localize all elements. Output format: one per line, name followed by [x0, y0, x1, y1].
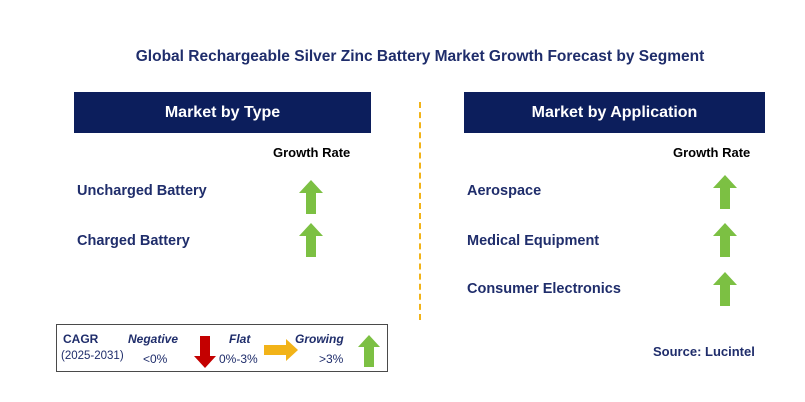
- legend-flat-value: 0%-3%: [219, 352, 258, 366]
- legend-growing-label: Growing: [295, 332, 344, 346]
- chart-title: Global Rechargeable Silver Zinc Battery …: [135, 48, 705, 65]
- growing-arrow-icon: [713, 175, 737, 209]
- legend-cagr-label: CAGR: [63, 332, 99, 346]
- legend-flat-label: Flat: [229, 332, 251, 346]
- growing-arrow-icon: [358, 335, 380, 367]
- growing-arrow-icon: [299, 223, 323, 257]
- segment-label-uncharged-battery: Uncharged Battery: [77, 183, 207, 199]
- negative-arrow-icon: [194, 336, 216, 368]
- growing-arrow-icon: [713, 223, 737, 257]
- segment-label-consumer-electronics: Consumer Electronics: [467, 281, 621, 297]
- segment-label-charged-battery: Charged Battery: [77, 233, 190, 249]
- source-note: Source: Lucintel: [653, 344, 755, 359]
- legend-growing-value: >3%: [319, 352, 344, 366]
- flat-arrow-icon: [264, 339, 298, 361]
- growth-rate-label-application: Growth Rate: [673, 145, 751, 160]
- legend-negative-value: <0%: [143, 352, 168, 366]
- market-by-type-header: Market by Type: [74, 92, 371, 133]
- legend-period: (2025-2031): [61, 350, 124, 362]
- segment-label-medical-equipment: Medical Equipment: [467, 233, 600, 249]
- segment-label-aerospace: Aerospace: [467, 183, 542, 199]
- legend-negative-label: Negative: [128, 332, 179, 346]
- market-by-application-header: Market by Application: [464, 92, 765, 133]
- cagr-legend: CAGR (2025-2031) Negative <0% Flat 0%-3%…: [56, 324, 388, 372]
- panel-divider: [419, 102, 421, 320]
- growth-rate-label-type: Growth Rate: [273, 145, 351, 160]
- growing-arrow-icon: [299, 180, 323, 214]
- growing-arrow-icon: [713, 272, 737, 306]
